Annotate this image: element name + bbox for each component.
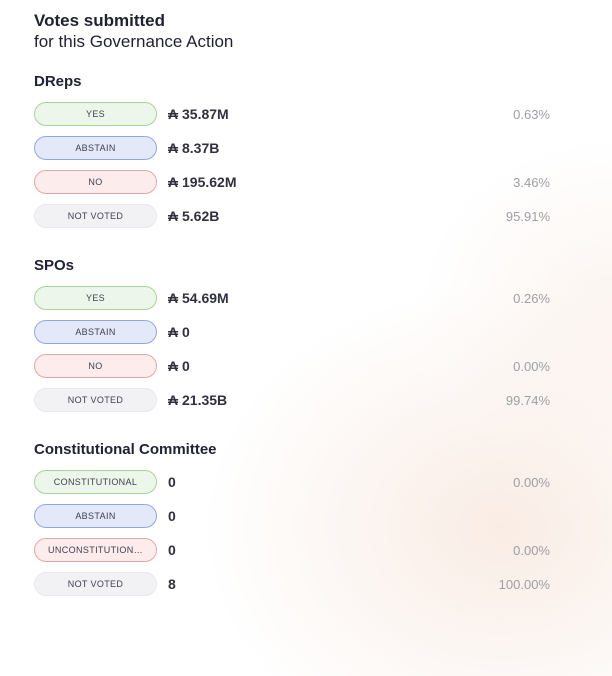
vote-badge-no: NO bbox=[34, 170, 157, 194]
vote-badge-not-voted: NOT VOTED bbox=[34, 204, 157, 228]
panel-title-line1: Votes submitted bbox=[34, 11, 165, 30]
vote-badge-not-voted: NOT VOTED bbox=[34, 388, 157, 412]
vote-percent: 0.00% bbox=[513, 542, 550, 558]
vote-percent: 3.46% bbox=[513, 174, 550, 190]
vote-amount: ₳ 5.62B bbox=[168, 208, 220, 224]
vote-row-cc-unconstitutional: UNCONSTITUTION… 0 0.00% bbox=[34, 538, 550, 562]
vote-row-spos-yes: YES ₳ 54.69M 0.26% bbox=[34, 286, 550, 310]
vote-amount: ₳ 0 bbox=[168, 324, 190, 340]
vote-percent: 99.74% bbox=[505, 392, 550, 408]
vote-percent: 95.91% bbox=[505, 208, 550, 224]
vote-count: 0 bbox=[168, 542, 176, 558]
vote-badge-not-voted: NOT VOTED bbox=[34, 572, 157, 596]
panel-title-line2: for this Governance Action bbox=[34, 32, 234, 51]
vote-badge-constitutional: CONSTITUTIONAL bbox=[34, 470, 157, 494]
vote-badge-yes: YES bbox=[34, 286, 157, 310]
vote-badge-abstain: ABSTAIN bbox=[34, 320, 157, 344]
section-heading-spos: SPOs bbox=[34, 257, 75, 274]
vote-badge-unconstitutional: UNCONSTITUTION… bbox=[34, 538, 157, 562]
vote-count: 8 bbox=[168, 576, 176, 592]
vote-percent: 0.26% bbox=[513, 290, 550, 306]
vote-row-dreps-no: NO ₳ 195.62M 3.46% bbox=[34, 170, 550, 194]
section-heading-dreps: DReps bbox=[34, 73, 82, 90]
vote-amount: ₳ 8.37B bbox=[168, 140, 220, 156]
vote-percent: 0.00% bbox=[513, 358, 550, 374]
vote-badge-abstain: ABSTAIN bbox=[34, 504, 157, 528]
vote-badge-yes: YES bbox=[34, 102, 157, 126]
vote-amount: ₳ 21.35B bbox=[168, 392, 228, 408]
vote-amount: ₳ 35.87M bbox=[168, 106, 229, 122]
vote-count: 0 bbox=[168, 508, 176, 524]
vote-row-spos-abstain: ABSTAIN ₳ 0 bbox=[34, 320, 550, 344]
panel-title: Votes submitted for this Governance Acti… bbox=[34, 10, 550, 52]
vote-badge-abstain: ABSTAIN bbox=[34, 136, 157, 160]
vote-row-dreps-yes: YES ₳ 35.87M 0.63% bbox=[34, 102, 550, 126]
section-constitutional-committee: Constitutional Committee CONSTITUTIONAL … bbox=[34, 442, 550, 596]
section-heading-constitutional-committee: Constitutional Committee bbox=[34, 441, 217, 458]
vote-row-cc-abstain: ABSTAIN 0 bbox=[34, 504, 550, 528]
section-dreps: DReps YES ₳ 35.87M 0.63% ABSTAIN ₳ 8.37B… bbox=[34, 74, 550, 228]
vote-row-spos-no: NO ₳ 0 0.00% bbox=[34, 354, 550, 378]
vote-amount: ₳ 54.69M bbox=[168, 290, 229, 306]
section-spos: SPOs YES ₳ 54.69M 0.26% ABSTAIN ₳ 0 NO ₳… bbox=[34, 258, 550, 412]
vote-amount: ₳ 195.62M bbox=[168, 174, 237, 190]
vote-badge-no: NO bbox=[34, 354, 157, 378]
vote-row-dreps-not-voted: NOT VOTED ₳ 5.62B 95.91% bbox=[34, 204, 550, 228]
vote-count: 0 bbox=[168, 474, 176, 490]
vote-row-cc-constitutional: CONSTITUTIONAL 0 0.00% bbox=[34, 470, 550, 494]
vote-percent: 100.00% bbox=[498, 576, 550, 592]
vote-row-spos-not-voted: NOT VOTED ₳ 21.35B 99.74% bbox=[34, 388, 550, 412]
vote-percent: 0.63% bbox=[513, 106, 550, 122]
vote-percent: 0.00% bbox=[513, 474, 550, 490]
vote-row-dreps-abstain: ABSTAIN ₳ 8.37B bbox=[34, 136, 550, 160]
vote-row-cc-not-voted: NOT VOTED 8 100.00% bbox=[34, 572, 550, 596]
vote-amount: ₳ 0 bbox=[168, 358, 190, 374]
